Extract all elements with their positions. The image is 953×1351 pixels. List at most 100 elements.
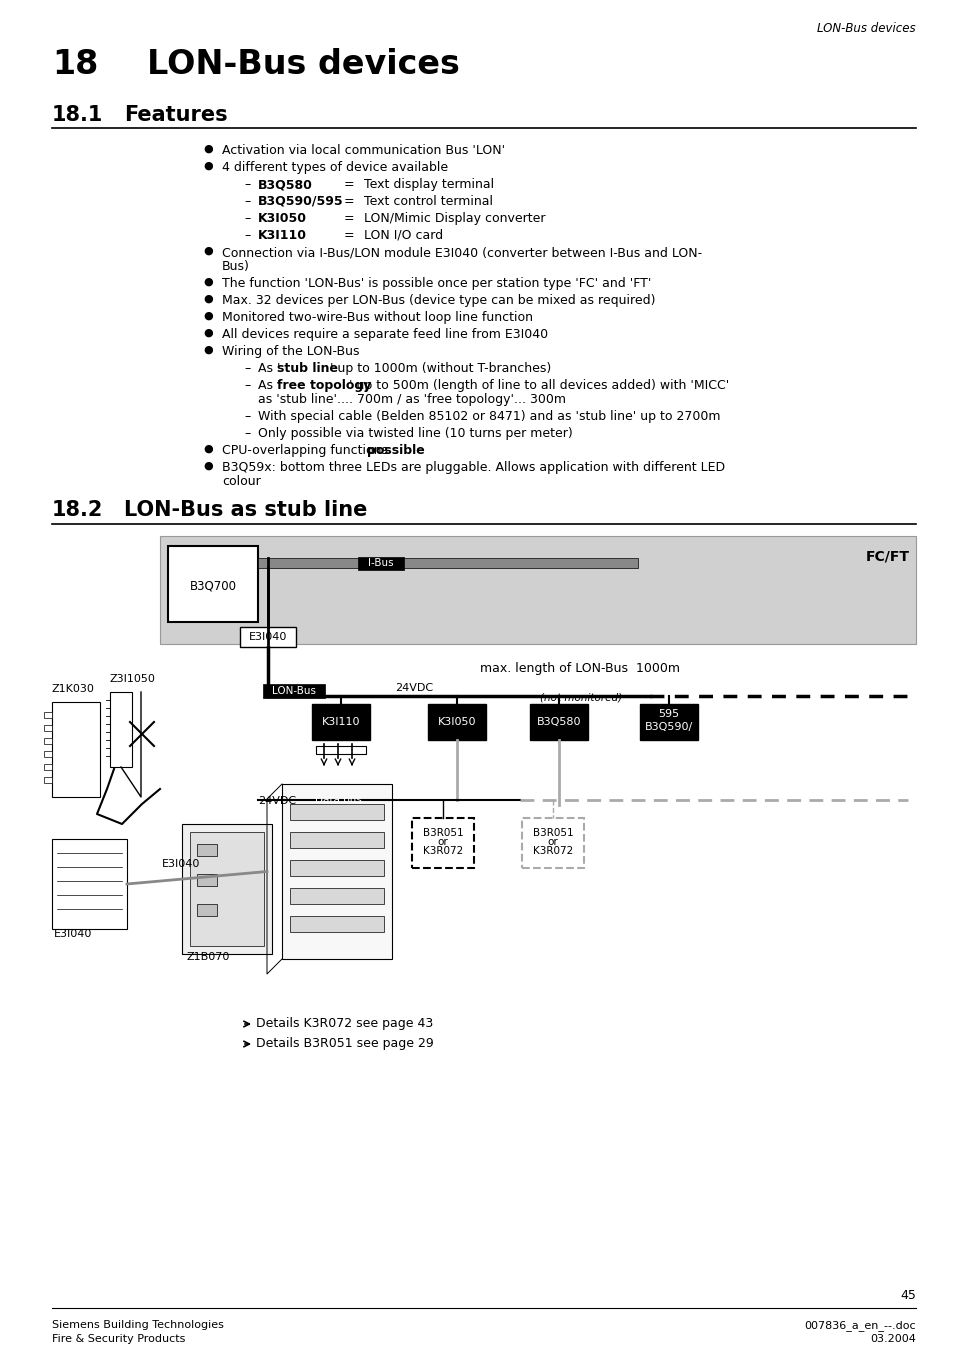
- Text: Features: Features: [124, 105, 228, 126]
- Text: ' up to 500m (length of line to all devices added) with 'MICC': ' up to 500m (length of line to all devi…: [349, 380, 728, 392]
- Text: –: –: [244, 212, 250, 226]
- Text: or: or: [547, 838, 558, 847]
- Text: Text display terminal: Text display terminal: [364, 178, 494, 190]
- Text: –: –: [244, 230, 250, 242]
- Text: 18.2: 18.2: [52, 500, 103, 520]
- Text: (not monitored): (not monitored): [539, 692, 621, 703]
- Text: CPU-overlapping functions: CPU-overlapping functions: [222, 444, 392, 457]
- Text: =: =: [344, 178, 355, 190]
- Bar: [196, 874, 216, 886]
- Bar: [44, 777, 52, 784]
- Text: –: –: [244, 362, 250, 376]
- Text: Connection via I-Bus/LON module E3I040 (converter between I-Bus and LON-: Connection via I-Bus/LON module E3I040 (…: [222, 246, 701, 259]
- Text: B3R051: B3R051: [422, 828, 463, 838]
- Text: 595: 595: [658, 709, 679, 719]
- Bar: [182, 824, 272, 954]
- Text: K3I050: K3I050: [437, 717, 476, 727]
- Text: ●: ●: [203, 345, 213, 355]
- Text: K3I050: K3I050: [257, 212, 307, 226]
- Bar: [290, 832, 384, 848]
- Text: LON/Mimic Display converter: LON/Mimic Display converter: [364, 212, 545, 226]
- Bar: [639, 704, 698, 740]
- Text: ●: ●: [203, 461, 213, 471]
- Text: FC/FT: FC/FT: [865, 550, 909, 563]
- Text: Fire & Security Products: Fire & Security Products: [52, 1333, 185, 1344]
- Text: B3R051: B3R051: [532, 828, 573, 838]
- Bar: [263, 684, 325, 698]
- Text: LON-Bus: LON-Bus: [272, 686, 315, 696]
- Text: B3Q590/595: B3Q590/595: [257, 195, 343, 208]
- Text: 18: 18: [52, 49, 98, 81]
- Text: LON I/O card: LON I/O card: [364, 230, 442, 242]
- Text: 18.1: 18.1: [52, 105, 103, 126]
- Text: Max. 32 devices per LON-Bus (device type can be mixed as required): Max. 32 devices per LON-Bus (device type…: [222, 295, 655, 307]
- Text: –: –: [244, 178, 250, 190]
- Bar: [160, 536, 915, 644]
- Text: =: =: [344, 195, 355, 208]
- Text: ' up to 1000m (without T-branches): ' up to 1000m (without T-branches): [330, 362, 551, 376]
- Bar: [44, 751, 52, 757]
- Text: The function 'LON-Bus' is possible once per station type 'FC' and 'FT': The function 'LON-Bus' is possible once …: [222, 277, 651, 290]
- Text: E3I040: E3I040: [162, 859, 200, 869]
- Text: 03.2004: 03.2004: [869, 1333, 915, 1344]
- Bar: [412, 817, 474, 867]
- Text: ●: ●: [203, 246, 213, 255]
- Bar: [168, 546, 257, 621]
- Text: Activation via local communication Bus 'LON': Activation via local communication Bus '…: [222, 145, 504, 157]
- Text: max. length of LON-Bus  1000m: max. length of LON-Bus 1000m: [479, 662, 679, 676]
- Bar: [290, 888, 384, 904]
- Bar: [290, 804, 384, 820]
- Text: With special cable (Belden 85102 or 8471) and as 'stub line' up to 2700m: With special cable (Belden 85102 or 8471…: [257, 409, 720, 423]
- Text: K3I110: K3I110: [257, 230, 307, 242]
- Bar: [290, 861, 384, 875]
- Bar: [110, 692, 132, 767]
- Text: 007836_a_en_--.doc: 007836_a_en_--.doc: [803, 1320, 915, 1331]
- Text: Z1K030: Z1K030: [52, 684, 94, 694]
- Text: –: –: [244, 409, 250, 423]
- Bar: [315, 746, 366, 754]
- Bar: [521, 817, 583, 867]
- Bar: [44, 738, 52, 744]
- Text: LON-Bus devices: LON-Bus devices: [817, 22, 915, 35]
- Text: Details B3R051 see page 29: Details B3R051 see page 29: [255, 1038, 434, 1051]
- Bar: [282, 784, 392, 959]
- Text: All devices require a separate feed line from E3I040: All devices require a separate feed line…: [222, 328, 548, 340]
- Text: Monitored two-wire-Bus without loop line function: Monitored two-wire-Bus without loop line…: [222, 311, 533, 324]
- Bar: [44, 765, 52, 770]
- Text: B3Q59x: bottom three LEDs are pluggable. Allows application with different LED: B3Q59x: bottom three LEDs are pluggable.…: [222, 461, 724, 474]
- Bar: [428, 704, 485, 740]
- Bar: [240, 627, 295, 647]
- Text: ●: ●: [203, 311, 213, 322]
- Text: ●: ●: [203, 295, 213, 304]
- Bar: [310, 793, 366, 807]
- Text: as 'stub line'.... 700m / as 'free topology'... 300m: as 'stub line'.... 700m / as 'free topol…: [257, 393, 565, 407]
- Text: ●: ●: [203, 161, 213, 172]
- Bar: [52, 839, 127, 929]
- Text: 4 different types of device available: 4 different types of device available: [222, 161, 448, 174]
- Text: K3R072: K3R072: [533, 846, 573, 857]
- Text: –: –: [244, 380, 250, 392]
- Text: =: =: [344, 212, 355, 226]
- Text: B3Q580: B3Q580: [537, 717, 580, 727]
- Text: Only possible via twisted line (10 turns per meter): Only possible via twisted line (10 turns…: [257, 427, 572, 440]
- Bar: [530, 704, 587, 740]
- Text: possible: possible: [367, 444, 424, 457]
- Text: Z1B070: Z1B070: [187, 952, 230, 962]
- Bar: [44, 712, 52, 717]
- Text: stub line: stub line: [276, 362, 337, 376]
- Text: B3Q590/: B3Q590/: [644, 721, 693, 732]
- Text: E3I040: E3I040: [54, 929, 92, 939]
- Text: ●: ●: [203, 145, 213, 154]
- Text: As ': As ': [257, 362, 280, 376]
- Text: ●: ●: [203, 444, 213, 454]
- Bar: [196, 844, 216, 857]
- Bar: [52, 703, 100, 797]
- Text: Bus): Bus): [222, 259, 250, 273]
- Text: As ': As ': [257, 380, 280, 392]
- Text: B3Q580: B3Q580: [257, 178, 313, 190]
- Bar: [196, 904, 216, 916]
- Text: 24VDC: 24VDC: [395, 684, 433, 693]
- Text: LON-Bus as stub line: LON-Bus as stub line: [124, 500, 367, 520]
- Text: B3Q700: B3Q700: [190, 580, 236, 593]
- Bar: [312, 704, 370, 740]
